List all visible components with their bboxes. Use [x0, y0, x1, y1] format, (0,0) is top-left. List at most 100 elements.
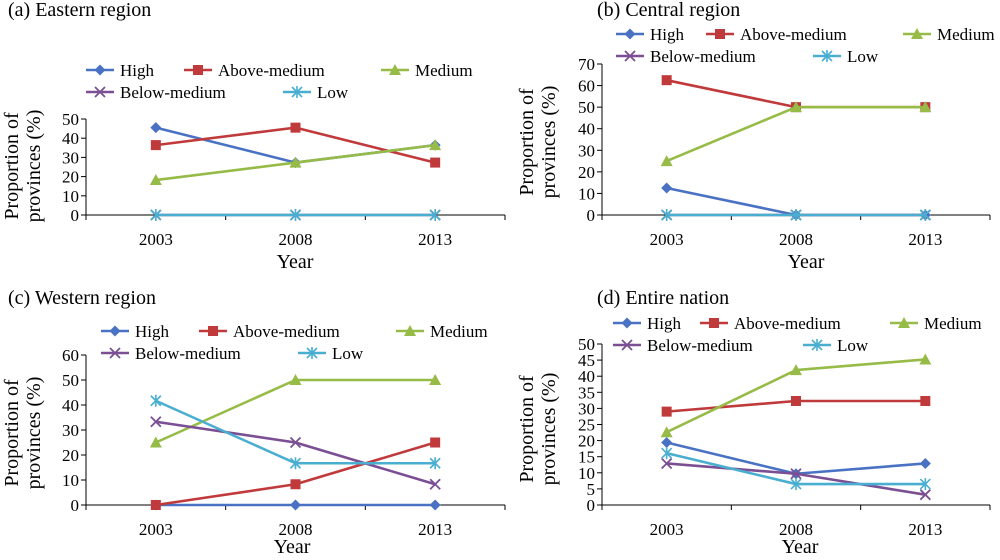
x-tick-label: 2008: [279, 230, 313, 249]
legend-label-above-medium: Above-medium: [740, 25, 847, 44]
y-tick-label: 20: [62, 446, 79, 465]
x-tick-label: 2003: [139, 520, 173, 539]
data-point-low: [429, 209, 441, 221]
x-tick-label: 2013: [908, 230, 942, 249]
y-tick-label: 10: [62, 471, 79, 490]
y-axis-label-line1: Proportion of: [1, 379, 23, 487]
legend: High Above-medium Medium Below-medium Low: [86, 61, 473, 102]
y-axis-label: Proportion of provinces (%): [1, 110, 45, 223]
y-tick-label: 70: [578, 55, 595, 74]
x-axis-label: Year: [277, 251, 314, 273]
legend-marker-medium: [389, 64, 401, 75]
legend-marker-high: [621, 317, 633, 329]
legend-marker-above-medium: [193, 65, 203, 75]
data-point-above-medium: [150, 140, 161, 151]
y-axis-label: Proportion of provinces (%): [1, 377, 45, 490]
chart-title: (a) Eastern region: [8, 0, 151, 21]
x-tick-label: 2003: [650, 520, 684, 539]
data-point-above-medium: [430, 437, 441, 448]
legend-label-above-medium: Above-medium: [233, 322, 340, 341]
legend-marker-above-medium: [208, 326, 218, 336]
y-tick-label: 40: [578, 367, 595, 386]
data-point-low: [150, 394, 162, 407]
data-point-above-medium: [661, 75, 672, 86]
x-tick-label: 2008: [279, 520, 313, 539]
data-point-above-medium: [150, 500, 161, 510]
y-axis-label-line2: provinces (%): [23, 377, 45, 490]
legend-marker-below-medium: [624, 50, 636, 62]
data-point-above-medium: [430, 157, 441, 168]
x-tick-label: 2013: [418, 520, 452, 539]
data-point-low: [661, 209, 673, 221]
legend-marker-medium: [898, 317, 910, 328]
data-point-above-medium: [791, 395, 801, 406]
data-point-medium: [149, 174, 162, 186]
legend-marker-below-medium: [621, 339, 633, 351]
legend-marker-above-medium: [715, 29, 725, 39]
y-axis-label-line2: provinces (%): [538, 86, 560, 199]
data-point-high: [290, 499, 301, 511]
data-point-low: [790, 209, 802, 221]
data-point-medium: [660, 155, 673, 167]
y-tick-label: 20: [62, 168, 79, 187]
legend-label-medium: Medium: [415, 61, 473, 80]
legend-marker-medium: [404, 325, 416, 336]
legend-label-high: High: [120, 61, 155, 80]
y-tick-label: 0: [587, 496, 596, 515]
legend-label-above-medium: Above-medium: [734, 314, 841, 333]
series-line-medium: [666, 105, 926, 163]
y-tick-label: 45: [578, 351, 595, 370]
data-point-medium: [790, 364, 802, 376]
data-point-low: [289, 457, 302, 470]
y-axis-label-line1: Proportion of: [516, 375, 538, 483]
legend-label-low: Low: [847, 47, 879, 66]
data-point-below-medium: [150, 416, 162, 428]
data-point-medium: [919, 353, 932, 365]
legend-marker-low: [811, 339, 823, 351]
y-tick-label: 30: [578, 141, 595, 160]
y-tick-label: 10: [578, 184, 595, 203]
y-tick-label: 30: [62, 421, 79, 440]
data-point-low: [919, 209, 931, 221]
legend: High Above-medium Medium Below-medium Low: [101, 322, 488, 363]
y-tick-label: 40: [578, 120, 595, 139]
y-tick-label: 10: [578, 464, 595, 483]
legend-label-high: High: [647, 314, 682, 333]
y-tick-label: 10: [62, 187, 79, 206]
data-point-above-medium: [661, 406, 672, 417]
y-tick-label: 30: [62, 148, 79, 167]
y-axis-label: Proportion of provinces (%): [516, 86, 560, 199]
legend-marker-high: [94, 64, 106, 76]
x-tick-label: 2013: [908, 520, 942, 539]
data-point-medium: [429, 139, 442, 151]
legend-label-below-medium: Below-medium: [120, 83, 226, 102]
y-tick-label: 50: [578, 98, 595, 117]
legend-label-below-medium: Below-medium: [647, 336, 753, 355]
legend: High Above-medium Medium Below-medium Low: [613, 314, 982, 355]
legend-label-low: Low: [837, 336, 869, 355]
data-point-below-medium: [790, 468, 802, 480]
data-point-high: [919, 457, 931, 469]
y-tick-label: 40: [62, 129, 79, 148]
data-point-high: [661, 182, 673, 194]
data-point-high: [429, 499, 441, 511]
y-axis-label-line1: Proportion of: [1, 112, 23, 220]
y-tick-label: 30: [578, 399, 595, 418]
legend-label-high: High: [135, 322, 170, 341]
data-point-low: [289, 209, 302, 221]
y-axis-label-line2: provinces (%): [538, 373, 560, 486]
x-tick-label: 2013: [418, 230, 452, 249]
legend-marker-below-medium: [109, 347, 121, 359]
y-tick-label: 20: [578, 432, 595, 451]
legend-marker-medium: [911, 28, 923, 39]
y-axis-label-line1: Proportion of: [516, 88, 538, 196]
legend-label-medium: Medium: [937, 25, 995, 44]
series-line-below-medium: [155, 420, 436, 486]
data-point-below-medium: [919, 489, 931, 501]
legend-marker-low: [291, 86, 303, 98]
data-point-above-medium: [920, 395, 931, 406]
x-axis-label: Year: [788, 251, 825, 273]
legend-marker-high: [624, 28, 636, 40]
x-axis-label: Year: [782, 536, 819, 558]
